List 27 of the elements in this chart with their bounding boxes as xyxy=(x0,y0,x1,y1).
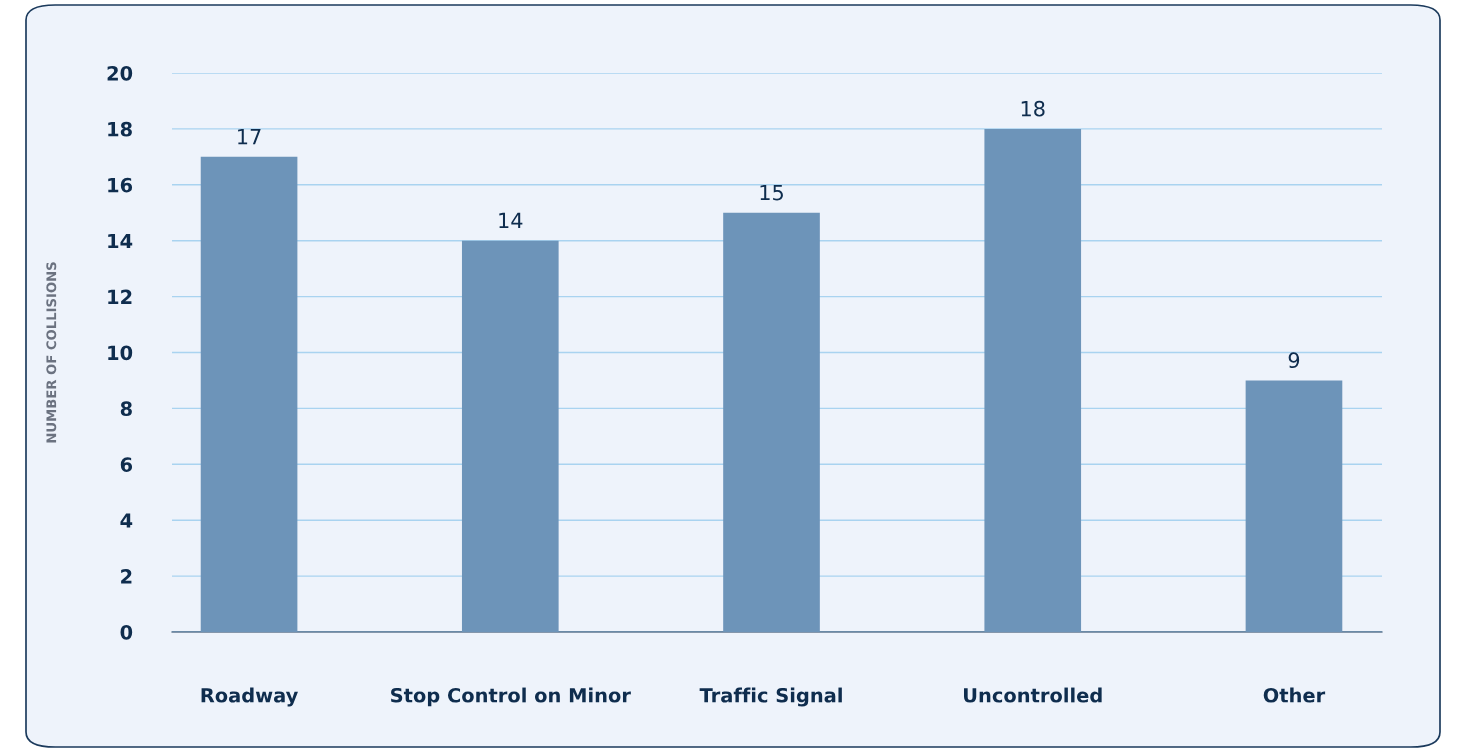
y-tick-label: 10 xyxy=(108,345,133,361)
x-tick-label: Uncontrolled xyxy=(964,687,1102,703)
y-tick-label: 14 xyxy=(108,233,133,249)
data-label: 17 xyxy=(238,129,261,145)
y-axis-title: NUMBER OF COLLISIONS xyxy=(46,262,57,443)
data-label: 9 xyxy=(1288,352,1300,369)
y-tick-label: 2 xyxy=(121,569,132,584)
bar xyxy=(1245,380,1343,632)
bar xyxy=(200,156,298,632)
y-tick-label: 18 xyxy=(108,121,132,137)
x-tick-label: Other xyxy=(1263,687,1326,703)
y-tick-label: 16 xyxy=(108,177,133,193)
data-label: 18 xyxy=(1021,100,1045,117)
x-tick-label: Traffic Signal xyxy=(699,687,842,707)
y-tick-label: 6 xyxy=(120,457,133,472)
y-tick-label: 12 xyxy=(108,289,132,304)
bar xyxy=(984,128,1082,632)
data-label: 15 xyxy=(760,184,783,201)
y-tick-label: 4 xyxy=(120,513,133,528)
x-tick-label: Stop Control on Minor xyxy=(391,687,631,707)
y-tick-label: 8 xyxy=(120,401,132,417)
bar xyxy=(461,240,559,632)
y-tick-label: 20 xyxy=(107,65,133,81)
y-tick-label: 0 xyxy=(120,624,133,640)
bar xyxy=(723,212,820,632)
x-tick-label: Roadway xyxy=(201,687,298,707)
data-label: 14 xyxy=(499,212,523,229)
